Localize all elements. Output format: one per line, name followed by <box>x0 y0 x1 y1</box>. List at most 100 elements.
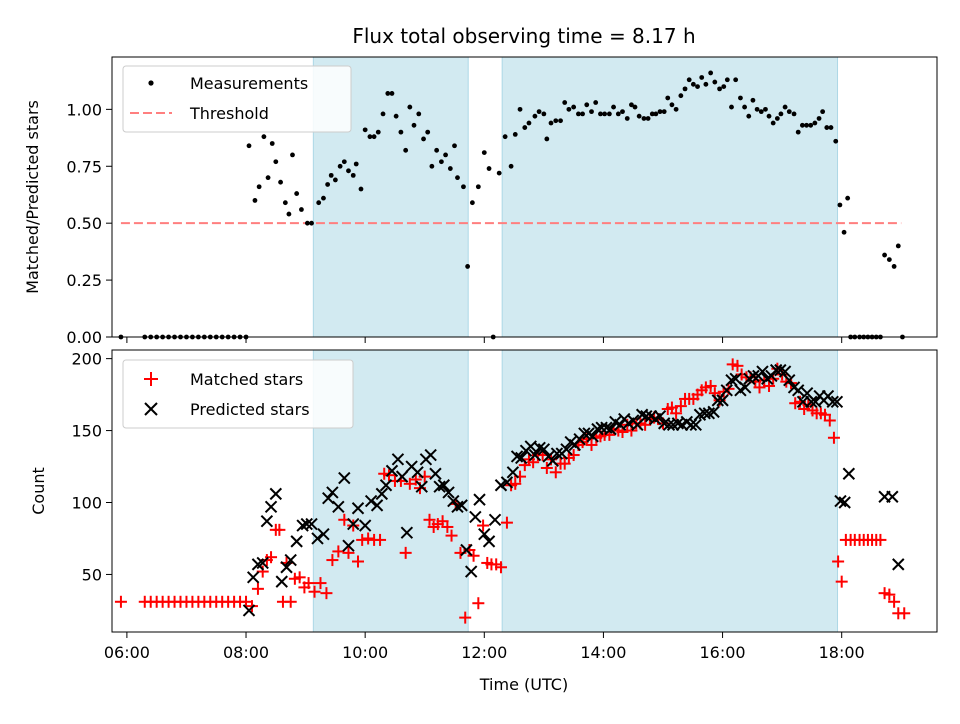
measurement-point <box>321 195 326 201</box>
measurement-point <box>532 113 538 119</box>
legend-matched-marker <box>144 372 158 386</box>
y-tick-label: 100 <box>71 494 102 513</box>
measurement-point <box>371 134 377 140</box>
predicted-star-point <box>578 427 591 440</box>
bottom-legend: Matched stars Predicted stars <box>122 359 354 429</box>
measurement-point <box>611 104 616 110</box>
predicted-star-point <box>805 395 818 409</box>
predicted-star-point <box>317 527 330 541</box>
predicted-star-point <box>756 365 769 378</box>
predicted-star-point <box>358 519 372 532</box>
matched-star-point <box>342 546 355 559</box>
measurement-point <box>362 127 368 133</box>
matched-star-point <box>888 595 901 608</box>
measurement-point <box>353 161 359 167</box>
measurement-point <box>261 134 267 140</box>
predicted-star-point <box>537 443 551 456</box>
predicted-star-point <box>395 470 409 483</box>
matched-star-point <box>356 533 369 546</box>
predicted-star-point <box>716 394 729 407</box>
matched-star-point <box>352 555 365 568</box>
measurement-point <box>541 111 547 117</box>
measurement-point <box>895 243 901 249</box>
measurement-point <box>358 186 364 192</box>
measurement-point <box>686 77 692 83</box>
measurement-point <box>729 104 734 110</box>
predicted-star-point <box>506 466 520 479</box>
measurement-point <box>380 111 386 117</box>
measurement-point <box>584 102 590 108</box>
measurement-point <box>795 129 801 135</box>
matched-star-point <box>265 551 278 564</box>
measurement-point <box>536 109 542 115</box>
measurement-point <box>341 159 347 165</box>
matched-star-point <box>827 431 840 444</box>
measurement-point <box>526 120 532 126</box>
measurement-point <box>486 166 492 171</box>
matched-star-point <box>302 577 315 590</box>
measurement-point <box>544 136 550 142</box>
measurement-point <box>452 143 457 149</box>
y-tick-label: 0.50 <box>66 214 102 233</box>
measurement-point <box>882 252 887 258</box>
measurement-point <box>833 138 839 144</box>
measurement-point <box>886 257 892 263</box>
measurement-point <box>332 177 338 183</box>
measurement-point <box>367 134 373 140</box>
legend-threshold-label: Threshold <box>189 104 269 123</box>
matched-star-point <box>670 407 683 420</box>
measurement-point <box>256 184 262 190</box>
measurement-point <box>434 147 440 153</box>
measurement-point <box>645 116 651 121</box>
top-y-axis-label: Matched/Predicted stars <box>23 100 42 294</box>
measurement-point <box>475 184 481 190</box>
measurement-point <box>553 118 559 124</box>
measurement-point <box>346 168 351 174</box>
measurement-point <box>845 195 851 201</box>
matched-star-point <box>308 585 321 598</box>
predicted-star-point <box>379 479 393 492</box>
measurement-point <box>653 111 659 117</box>
matched-star-point <box>362 532 375 545</box>
measurement-point <box>632 104 638 110</box>
measurement-point <box>316 200 322 206</box>
predicted-star-point <box>347 517 360 531</box>
measurement-point <box>763 106 768 112</box>
measurement-point <box>398 129 404 135</box>
predicted-star-point <box>364 494 378 508</box>
measurement-point <box>265 175 271 181</box>
matched-star-point <box>320 587 333 600</box>
measurement-point <box>589 109 594 115</box>
measurement-point <box>703 81 709 87</box>
matched-star-point <box>114 595 127 608</box>
measurement-point <box>425 129 431 135</box>
matched-star-point <box>423 513 436 526</box>
predicted-star-point <box>332 500 345 514</box>
matched-star-point <box>500 516 513 529</box>
measurement-point <box>816 116 822 121</box>
bottom-panel: 50 100 150 200 06:00 08:00 10:00 12:00 14:00 16:… <box>29 349 938 694</box>
predicted-star-point <box>269 487 283 501</box>
predicted-star-point <box>725 374 738 387</box>
measurement-point <box>375 129 381 135</box>
measurement-point <box>615 111 621 117</box>
predicted-star-point <box>707 405 720 419</box>
predicted-star-point <box>275 575 288 588</box>
predicted-star-point <box>500 476 514 489</box>
measurement-point <box>299 207 304 212</box>
measurement-point <box>791 111 797 117</box>
measurement-point <box>682 86 688 92</box>
measurement-point <box>389 91 395 96</box>
measurement-point <box>286 211 292 217</box>
measurement-point <box>443 152 448 158</box>
predicted-star-point <box>464 565 478 578</box>
legend-matched-label: Matched stars <box>190 370 303 389</box>
predicted-star-point <box>892 558 905 571</box>
matched-star-point <box>477 519 490 532</box>
matched-star-point <box>494 561 507 574</box>
predicted-star-point <box>783 374 796 387</box>
top-legend: Measurements Threshold <box>122 65 352 133</box>
matched-star-point <box>256 565 269 578</box>
measurement-point <box>812 120 818 126</box>
